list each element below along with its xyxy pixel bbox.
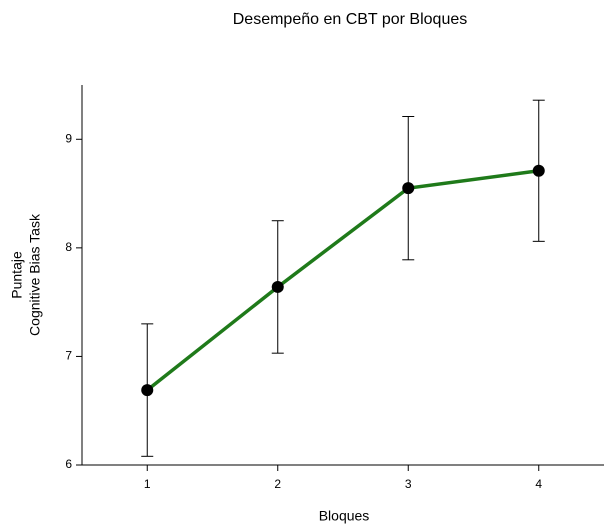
y-tick-label: 6 xyxy=(65,457,72,471)
x-tick-label: 3 xyxy=(405,477,412,491)
y-tick-label: 7 xyxy=(65,349,72,363)
y-axis-label: Puntaje xyxy=(9,251,25,299)
y-tick-label: 8 xyxy=(65,240,72,254)
series-line xyxy=(146,169,539,392)
x-tick-label: 4 xyxy=(535,477,542,491)
y-axis-label: Cognitive Bias Task xyxy=(27,213,43,336)
data-point xyxy=(402,182,415,195)
x-tick-label: 1 xyxy=(144,477,151,491)
chart-title: Desempeño en CBT por Bloques xyxy=(233,11,468,28)
x-tick-label: 2 xyxy=(274,477,281,491)
y-tick-label: 9 xyxy=(65,131,72,145)
x-axis-label: Bloques xyxy=(319,508,370,524)
data-point xyxy=(271,280,284,293)
data-point xyxy=(532,164,545,177)
data-point xyxy=(141,384,154,397)
